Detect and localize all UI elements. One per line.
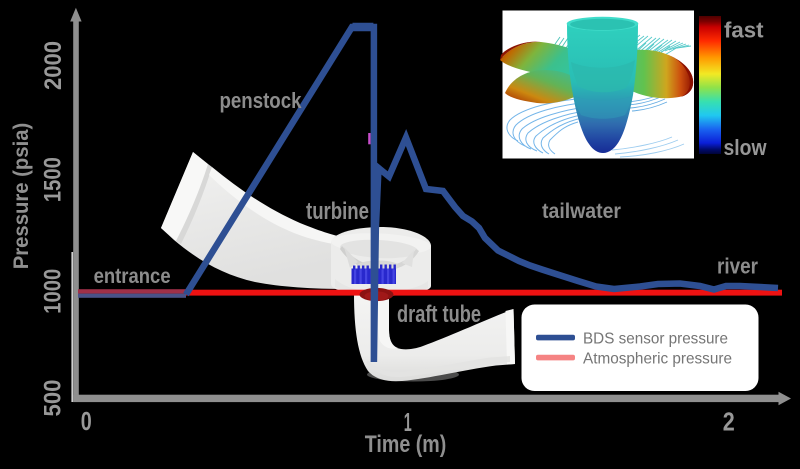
svg-text:BDS sensor pressure: BDS sensor pressure — [583, 331, 728, 348]
svg-text:Time (m): Time (m) — [365, 431, 447, 458]
svg-text:tailwater: tailwater — [542, 200, 621, 223]
svg-text:fast: fast — [724, 17, 764, 42]
svg-text:Atmospheric pressure: Atmospheric pressure — [583, 351, 732, 368]
svg-text:2000: 2000 — [40, 41, 67, 90]
svg-text:river: river — [717, 254, 758, 279]
svg-text:0: 0 — [81, 408, 92, 436]
svg-text:turbine: turbine — [306, 198, 369, 225]
svg-text:500: 500 — [40, 380, 67, 417]
svg-text:Pressure (psia): Pressure (psia) — [10, 123, 33, 270]
svg-text:1: 1 — [404, 409, 412, 437]
svg-text:1000: 1000 — [39, 269, 66, 314]
svg-text:slow: slow — [724, 135, 768, 160]
svg-text:1500: 1500 — [39, 157, 66, 202]
svg-text:2: 2 — [723, 409, 735, 437]
svg-text:penstock: penstock — [220, 88, 303, 113]
svg-text:draft tube: draft tube — [397, 301, 481, 328]
svg-text:entrance: entrance — [94, 265, 171, 288]
